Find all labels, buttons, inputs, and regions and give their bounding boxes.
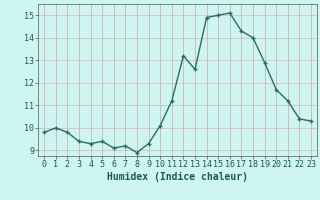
X-axis label: Humidex (Indice chaleur): Humidex (Indice chaleur) bbox=[107, 172, 248, 182]
